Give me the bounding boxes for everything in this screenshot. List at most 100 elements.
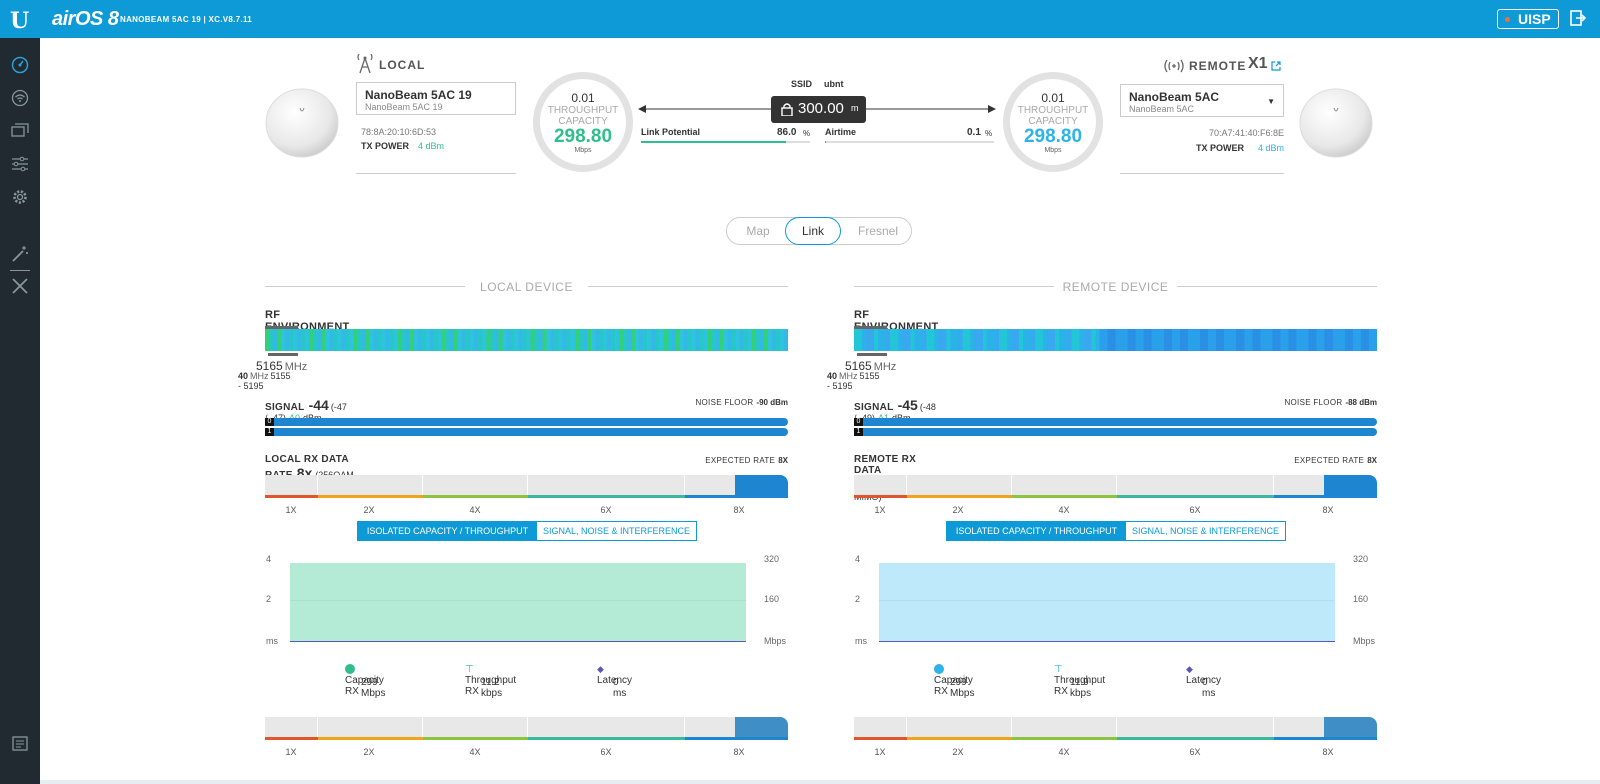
remote-device-name: NanoBeam 5AC (1129, 90, 1220, 104)
remote-rf-spectrum (854, 329, 1377, 351)
local-rate-bar-history-segment (423, 717, 528, 737)
tab-link[interactable]: Link (785, 217, 841, 245)
local-noise-label: NOISE FLOOR (695, 398, 754, 407)
sidebar-divider (10, 270, 30, 271)
remote-device-select[interactable]: NanoBeam 5AC NanoBeam 5AC ▼ (1120, 84, 1284, 117)
remote-capacity-area (879, 563, 1335, 642)
remote-y-left-tick: 4 (855, 554, 861, 564)
uisp-status-dot (1505, 17, 1510, 22)
local-tab-capacity[interactable]: ISOLATED CAPACITY / THROUGHPUT (358, 522, 537, 540)
remote-chain1-bar (863, 428, 1377, 436)
remote-antenna-image (1299, 88, 1373, 158)
local-y-left-tick: 2 (266, 594, 272, 604)
remote-frequency-unit: MHz (873, 361, 897, 373)
local-tab-signal-noise[interactable]: SIGNAL, NOISE & INTERFERENCE (542, 526, 691, 536)
local-section-line-left (265, 286, 465, 287)
local-legend-value: 11.2 kbps (481, 677, 503, 699)
local-device-name: NanoBeam 5AC 19 (365, 88, 472, 102)
local-rate-bar-segment (528, 475, 685, 495)
local-rate-bar-segment-color (265, 495, 318, 498)
local-rate-bar-tick: 6X (600, 505, 612, 515)
local-rate-bar-history-tick: 1X (285, 747, 297, 757)
top-bar: U airOS 8 NANOBEAM 5AC 19 | XC.V8.7.11 U… (0, 0, 1600, 38)
local-section-title: LOCAL DEVICE (480, 280, 573, 294)
tools-icon[interactable] (10, 276, 30, 296)
local-device-box: NanoBeam 5AC 19 NanoBeam 5AC 19 (356, 82, 516, 115)
remote-rate-bar-segment (1012, 475, 1117, 495)
local-legend-label: Latency (597, 675, 633, 686)
uisp-label: UISP (1518, 11, 1551, 27)
gear-icon[interactable] (10, 187, 30, 207)
uisp-button[interactable]: UISP (1497, 9, 1559, 29)
local-rate-bar-history-segment-color (685, 737, 788, 740)
remote-rate-bar-history-segment (1012, 717, 1117, 737)
remote-capacity-label: CAPACITY (1028, 116, 1078, 127)
wand-icon[interactable] (10, 244, 30, 264)
latency-marker-icon: ◆ (1186, 664, 1193, 674)
remote-throughput-label: THROUGHPUT (1017, 105, 1089, 116)
link-potential-track (641, 141, 810, 143)
remote-rate-bar-segment-color (907, 495, 1012, 498)
local-rate-bar-history (265, 717, 788, 740)
local-capacity-unit: Mbps (574, 147, 592, 154)
remote-rate-bar-segment-color (1012, 495, 1117, 498)
remote-rate-bar-segment-color (1117, 495, 1274, 498)
remote-legend-item: Capacity RX (934, 664, 973, 697)
dashboard-icon[interactable] (10, 55, 30, 75)
remote-rate-bar (854, 475, 1377, 498)
local-rate-bar-history-fill (735, 717, 788, 737)
remote-rate-bar-tick: 6X (1189, 505, 1201, 515)
lock-icon (781, 103, 793, 116)
link-potential-value: 86.0 (777, 127, 797, 138)
capacity-dot-icon (934, 664, 944, 675)
chevron-down-icon: ▼ (1267, 97, 1275, 106)
local-latency-line (290, 641, 746, 642)
local-legend-label: Capacity RX (345, 675, 384, 697)
tab-map[interactable]: Map (746, 224, 770, 238)
local-rate-bar-tick: 4X (469, 505, 481, 515)
remote-legend-value: 299 Mbps (950, 677, 975, 699)
remote-section-line-left (854, 286, 1054, 287)
external-link-icon[interactable] (1271, 61, 1281, 71)
local-rate-bar-fill (735, 475, 788, 495)
view-tabs: Map Link Fresnel (726, 217, 912, 245)
local-device-sub: NanoBeam 5AC 19 (365, 102, 443, 112)
remote-tab-capacity[interactable]: ISOLATED CAPACITY / THROUGHPUT (947, 522, 1126, 540)
wireless-icon[interactable] (10, 88, 30, 108)
network-icon[interactable] (10, 121, 30, 141)
remote-tx-power-label: TX POWER (1195, 143, 1244, 153)
settings-sliders-icon[interactable] (10, 154, 30, 174)
local-expected-label: EXPECTED RATE (705, 456, 776, 465)
airtime-track (825, 141, 994, 143)
capacity-dot-icon (345, 664, 355, 675)
remote-channel-marker-bottom (857, 353, 887, 356)
remote-rate-bar-tick: 1X (874, 505, 886, 515)
local-rate-bar-segment (423, 475, 528, 495)
remote-capacity-value: 298.80 (1023, 126, 1083, 147)
tab-fresnel[interactable]: Fresnel (857, 224, 898, 238)
local-rate-bar-history-tick: 4X (469, 747, 481, 757)
local-frequency-value: 5165 (256, 359, 283, 373)
remote-legend-value: 11.9 kbps (1070, 677, 1092, 699)
remote-rate-bar-segment-color (854, 495, 907, 498)
local-legend-item: ◆Latency (597, 664, 632, 686)
logout-icon[interactable] (1570, 10, 1586, 26)
remote-tab-signal-noise[interactable]: SIGNAL, NOISE & INTERFERENCE (1131, 526, 1280, 536)
remote-chain0-bar (863, 418, 1377, 426)
ubiquiti-logo[interactable]: U (10, 8, 30, 34)
local-tower-icon (357, 54, 373, 74)
remote-rate-bar-history-segment (1117, 717, 1274, 737)
local-rate-bar-history-segment (318, 717, 423, 737)
remote-y-right-tick: 160 (1353, 594, 1369, 604)
local-header-label: LOCAL (379, 58, 426, 72)
remote-noise-label: NOISE FLOOR (1284, 398, 1343, 407)
remote-rate-bar-segment (1117, 475, 1274, 495)
local-tx-power-value: 4 dBm (418, 141, 445, 151)
local-rate-bar-tick: 2X (363, 505, 375, 515)
local-rate-bar-history-tick: 8X (733, 747, 745, 757)
log-icon[interactable] (10, 734, 30, 754)
remote-rate-bar-history-segment (854, 717, 907, 737)
remote-legend-label: Latency (1186, 675, 1222, 686)
local-rate-bar-history-segment (265, 717, 318, 737)
local-device-card: 78:8A:20:10:6D:53 TX POWER 4 dBm (356, 116, 516, 174)
